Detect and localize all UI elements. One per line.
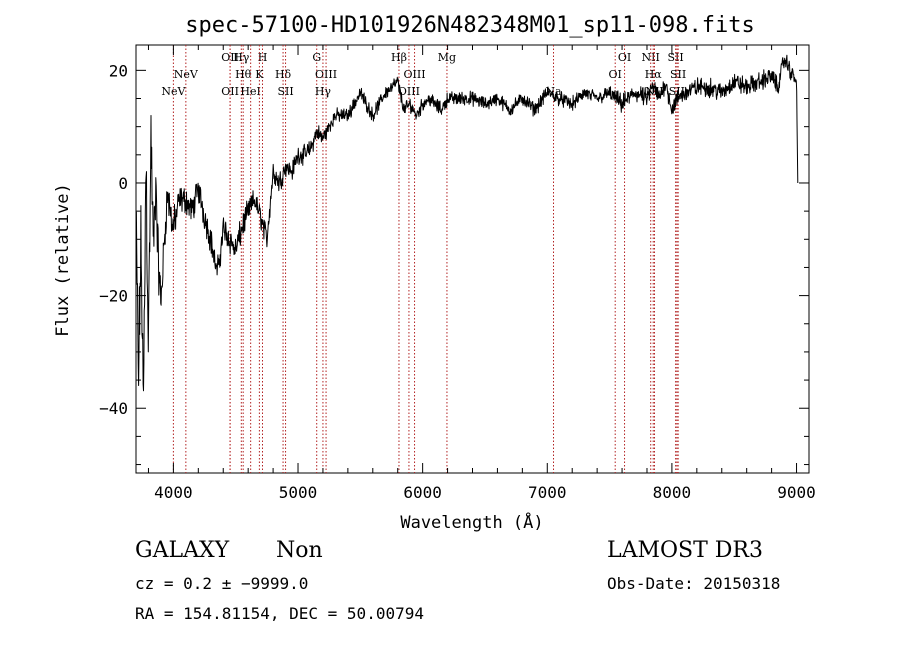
line-label-7: H [258, 51, 268, 64]
x-tick-label-3: 7000 [528, 483, 567, 502]
line-label-14: Hβ [391, 51, 407, 64]
line-label-17: Mg [438, 51, 456, 64]
line-label-22: Hα [645, 68, 663, 81]
line-label-20: OI [618, 51, 631, 64]
y-tick-label-2: 0 [118, 174, 128, 193]
y-axis-ticks: −40 −20 0 20 [99, 61, 809, 466]
line-label-5: Hθ [235, 68, 252, 81]
line-label-25: SII [670, 68, 686, 81]
y-tick-label-3: 20 [109, 61, 128, 80]
spectrum-series-line [135, 54, 799, 392]
line-label-12: OIII [315, 68, 337, 81]
x-tick-label-2: 6000 [403, 483, 442, 502]
object-subclass-label: Non [276, 538, 323, 563]
line-label-6: HeI [240, 85, 260, 98]
line-label-18: Na [545, 85, 562, 98]
line-label-2: OII [221, 51, 239, 64]
x-axis-ticks: 4000 5000 6000 7000 8000 9000 [147, 45, 816, 502]
line-label-24: SII [668, 51, 684, 64]
line-label-13: Hγ [315, 85, 332, 98]
line-label-10: SII [277, 85, 293, 98]
line-label-1: NeV [174, 68, 199, 81]
line-label-0: NeV [161, 85, 186, 98]
line-label-19: OI [609, 68, 622, 81]
redshift-text: cz = 0.2 ± −9999.0 [135, 574, 309, 593]
coordinates-text: RA = 154.81154, DEC = 50.00794 [135, 604, 424, 623]
chart-title: spec-57100-HD101926N482348M01_sp11-098.f… [185, 13, 755, 38]
line-label-11: G [312, 51, 321, 64]
x-tick-label-1: 5000 [279, 483, 318, 502]
x-tick-label-0: 4000 [154, 483, 193, 502]
line-label-9: Hδ [275, 68, 292, 81]
line-label-3: OII [221, 85, 239, 98]
y-tick-label-1: −20 [99, 287, 128, 306]
y-axis-label: Flux (relative) [53, 183, 73, 337]
plot-frame [135, 44, 810, 474]
x-tick-label-4: 8000 [653, 483, 692, 502]
line-label-4: Hγ [233, 51, 250, 64]
y-tick-label-0: −40 [99, 399, 128, 418]
x-tick-label-5: 9000 [777, 483, 816, 502]
x-axis-label: Wavelength (Å) [400, 511, 543, 533]
line-label-16: OIII [398, 85, 420, 98]
survey-label: LAMOST DR3 [607, 538, 763, 563]
object-class-label: GALAXY [135, 538, 230, 563]
line-label-8: K [255, 68, 264, 81]
line-label-15: OIII [404, 68, 426, 81]
line-label-21: NII [642, 51, 660, 64]
observation-date-text: Obs-Date: 20150318 [607, 574, 781, 593]
